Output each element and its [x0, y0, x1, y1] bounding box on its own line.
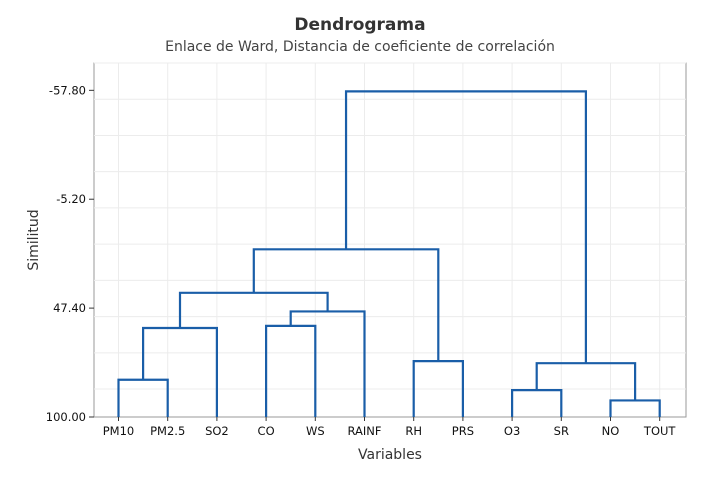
- y-tick-label: -57.80: [49, 83, 86, 97]
- dendrogram-links: [117, 90, 661, 417]
- x-tick-label: RAINF: [347, 424, 381, 438]
- plot-area: [93, 62, 687, 418]
- x-tick-label: SO2: [205, 424, 229, 438]
- x-tick-label: PRS: [452, 424, 474, 438]
- x-tick-label: WS: [306, 424, 325, 438]
- y-axis-title: Similitud: [26, 209, 42, 270]
- y-tick-label: 47.40: [53, 301, 86, 315]
- grid-lines: [94, 62, 686, 417]
- x-tick-label: PM2.5: [150, 424, 185, 438]
- x-tick-label: TOUT: [643, 424, 676, 438]
- y-tick-label: -5.20: [56, 192, 86, 206]
- y-tick-label: 100.00: [46, 410, 86, 424]
- x-axis: PM10 PM2.5 SO2 CO WS RAINF RH PRS O3 SR NO TOUT: [103, 417, 676, 438]
- x-tick-label: CO: [258, 424, 275, 438]
- x-tick-label: RH: [405, 424, 422, 438]
- x-tick-label: O3: [504, 424, 520, 438]
- y-axis: -57.80 -5.20 47.40 100.00: [46, 83, 94, 424]
- x-tick-label: NO: [602, 424, 620, 438]
- chart-title: Dendrograma: [294, 15, 425, 35]
- x-axis-title: Variables: [358, 447, 422, 463]
- dendrogram-link: [344, 90, 588, 364]
- x-tick-label: PM10: [103, 424, 135, 438]
- x-tick-label: SR: [554, 424, 569, 438]
- chart-subtitle: Enlace de Ward, Distancia de coeficiente…: [165, 39, 555, 55]
